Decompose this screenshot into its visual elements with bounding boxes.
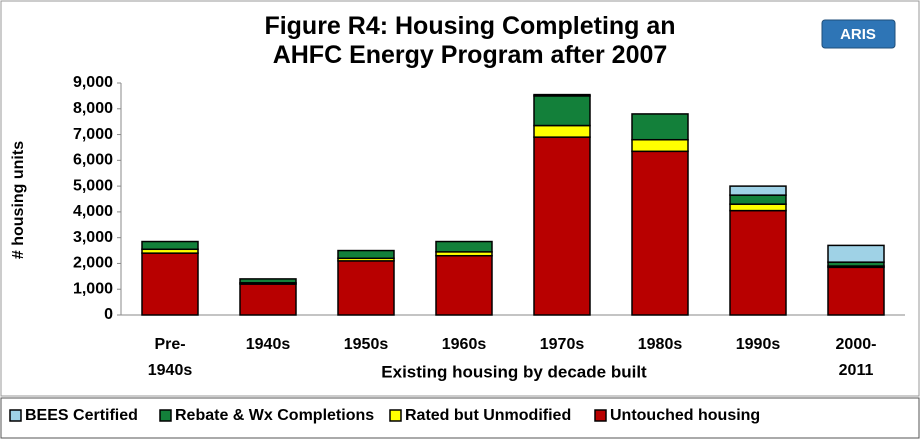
bar-segment: [729, 203, 787, 212]
y-tick-label: 5,000: [73, 177, 113, 194]
x-tick-label: 1940s: [246, 336, 291, 353]
legend-swatch: [389, 409, 402, 422]
bar-segment: [729, 209, 787, 316]
y-tick-label: 3,000: [73, 229, 113, 246]
y-tick-label: 8,000: [73, 100, 113, 117]
bar-segment: [729, 194, 787, 205]
bar-segment: [239, 283, 297, 316]
legend-label: Rebate & Wx Completions: [175, 407, 374, 424]
chart-title: Figure R4: Housing Completing an AHFC Ene…: [264, 12, 675, 69]
y-tick-label: 0: [104, 306, 113, 323]
legend-label: BEES Certified: [25, 407, 138, 424]
legend-label: Rated but Unmodified: [405, 407, 571, 424]
x-tick-label: 1990s: [736, 336, 781, 353]
y-tick-label: 1,000: [73, 280, 113, 297]
bar-segment: [533, 136, 591, 316]
bar-segment: [337, 249, 395, 260]
legend-label: Untouched housing: [610, 407, 760, 424]
bar-segment: [239, 278, 297, 284]
y-axis-label: # housing units: [10, 141, 27, 259]
bar-segment: [435, 254, 493, 316]
legend-swatch: [159, 409, 172, 422]
bar-segment: [141, 240, 199, 251]
x-axis-label: Existing housing by decade built: [381, 362, 647, 381]
bar-segment: [533, 93, 591, 97]
bar-segment: [533, 95, 591, 127]
x-tick-label: 1950s: [344, 336, 389, 353]
badge-box: [821, 19, 896, 49]
x-tick-label: 1970s: [540, 336, 585, 353]
legend-swatch: [594, 409, 607, 422]
y-tick-label: 4,000: [73, 203, 113, 220]
bar-segment: [827, 244, 885, 263]
y-tick-label: 2,000: [73, 255, 113, 272]
bar-segment: [337, 260, 395, 316]
bar-segment: [729, 185, 787, 196]
y-tick-label: 9,000: [73, 74, 113, 91]
bar-segment: [631, 150, 689, 316]
x-tick-label: 2000-2011: [836, 336, 877, 379]
y-tick-label: 7,000: [73, 126, 113, 143]
bar-segment: [631, 138, 689, 153]
x-tick-label: 1980s: [638, 336, 683, 353]
bar-segment: [141, 252, 199, 316]
bar-segment: [533, 124, 591, 138]
bar-segment: [631, 113, 689, 141]
y-tick-label: 6,000: [73, 152, 113, 169]
legend-swatch: [9, 409, 22, 422]
bar-segment: [435, 240, 493, 253]
legend-frame: [0, 397, 920, 439]
x-tick-label: Pre-1940s: [148, 336, 193, 379]
bar-segment: [827, 266, 885, 316]
badge: ARIS: [840, 26, 876, 43]
x-tick-label: 1960s: [442, 336, 487, 353]
